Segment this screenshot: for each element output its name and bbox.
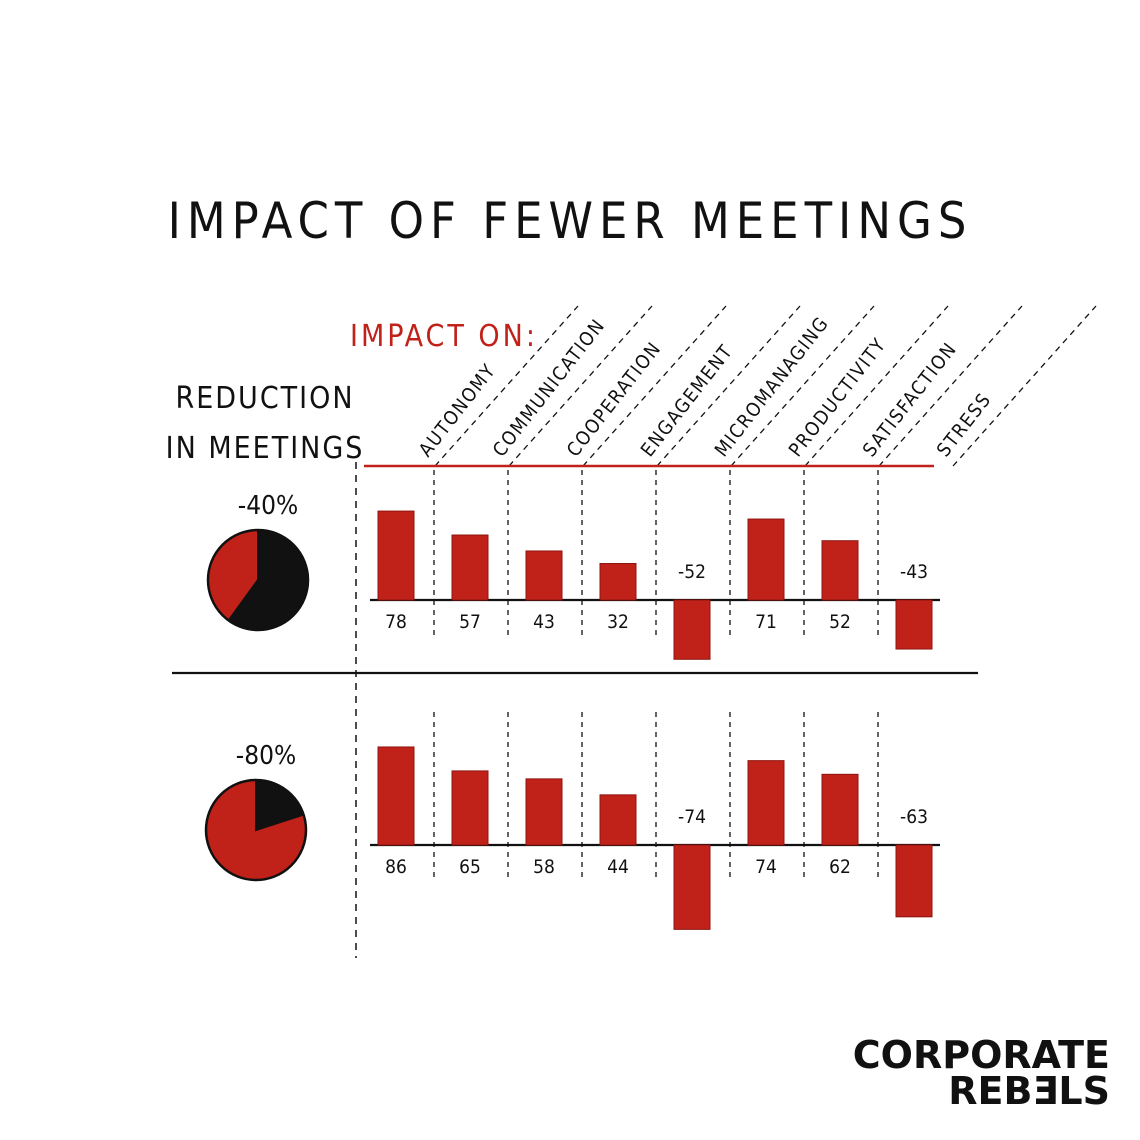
category-label: AUTONOMY (415, 360, 501, 461)
bar (451, 770, 489, 846)
bar-value-label: 58 (533, 856, 555, 878)
bar-value-label: 43 (533, 611, 555, 633)
bar-value-label: 78 (385, 611, 407, 633)
bar (747, 760, 785, 846)
logo-line2: REBƎLS (948, 1069, 1110, 1113)
bar-value-label: 65 (459, 856, 481, 878)
bar-value-label: 74 (755, 856, 777, 878)
bar-value-label: -43 (900, 561, 928, 583)
bar (525, 550, 563, 601)
bar-value-label: 52 (829, 611, 851, 633)
bar (451, 534, 489, 601)
header-diagonal-line (952, 305, 1097, 467)
bar (377, 510, 415, 601)
header-diagonal-line (508, 305, 653, 467)
chart-title: IMPACT OF FEWER MEETINGS (168, 192, 973, 250)
reduction-label-line2: IN MEETINGS (166, 431, 365, 466)
bar (895, 844, 933, 918)
bar (673, 844, 711, 930)
bar (821, 540, 859, 601)
corporate-rebels-logo: CORPORATE REBƎLS (853, 1033, 1110, 1113)
header-diagonal-line (878, 305, 1023, 467)
header-diagonal-line (730, 305, 875, 467)
bar (525, 778, 563, 846)
bar-value-label: -74 (678, 806, 706, 828)
bar-value-label: -52 (678, 561, 706, 583)
header-diagonal-line (582, 305, 727, 467)
bar-value-label: -63 (900, 806, 928, 828)
header-diagonal-line (434, 305, 579, 467)
logo-line1: CORPORATE (853, 1033, 1110, 1077)
bar-value-label: 57 (459, 611, 481, 633)
pie-percentage-label: -40% (238, 491, 298, 521)
bar (599, 563, 637, 601)
bar-value-label: 71 (755, 611, 777, 633)
bar (895, 599, 933, 650)
pie-slice-remaining (227, 528, 309, 631)
bar-value-label: 32 (607, 611, 629, 633)
bar-value-label: 86 (385, 856, 407, 878)
bar-value-label: 44 (607, 856, 629, 878)
bar-value-label: 62 (829, 856, 851, 878)
bar (747, 518, 785, 601)
bar (599, 794, 637, 846)
pie-slice-remaining (255, 778, 305, 832)
header-diagonal-line (804, 305, 949, 467)
header-diagonal-line (656, 305, 801, 467)
bar (377, 746, 415, 846)
category-label: STRESS (933, 389, 996, 461)
reduction-label-line1: REDUCTION (175, 381, 354, 416)
bar (821, 773, 859, 846)
bar (673, 599, 711, 660)
pie-percentage-label: -80% (236, 741, 296, 771)
impact-on-label: IMPACT ON: (350, 319, 538, 354)
